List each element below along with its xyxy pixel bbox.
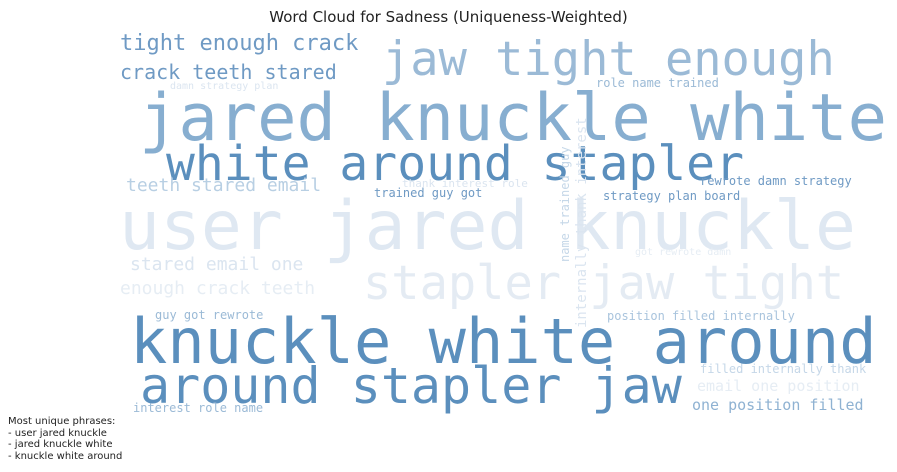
word-jaw-tight-enough: jaw tight enough [382,32,835,87]
unique-phrases-heading: Most unique phrases: [8,416,116,427]
word-role-name-trained: role name trained [596,76,719,90]
word-filled-internally-thank: filled internally thank [700,362,867,376]
word-one-position-filled: one position filled [692,396,864,414]
word-stared-email-one: stared email one [130,254,303,275]
word-knuckle-white-around: knuckle white around [130,305,877,378]
word-email-one-position: email one position [697,377,860,395]
unique-phrases-note: Most unique phrases: - user jared knuckle… [8,416,122,462]
unique-phrase-item: - knuckle white around [8,450,123,462]
word-name-trained-guy: name trained guy [558,146,572,262]
unique-phrase-item: - user jared knuckle [8,427,107,439]
word-crack-teeth-stared: crack teeth stared [120,60,337,84]
word-thank-interest-role: thank interest role [402,177,528,190]
unique-phrase-item: - jared knuckle white [8,439,113,450]
chart-title: Word Cloud for Sadness (Uniqueness-Weigh… [269,8,628,26]
word-got-rewrote-damn: got rewrote damn [635,247,731,258]
word-rewrote-damn-strategy: rewrote damn strategy [700,174,852,188]
word-internally-thank-interest: internally thank interest [574,117,590,328]
word-tight-enough-crack: tight enough crack [120,31,358,56]
word-user-jared-knuckle: user jared knuckle [119,187,856,266]
word-damn-strategy-plan: damn strategy plan [170,81,278,92]
word-stapler-jaw-tight: stapler jaw tight [363,256,844,311]
word-enough-crack-teeth: enough crack teeth [120,278,315,299]
word-jared-knuckle-white: jared knuckle white [139,80,887,156]
word-teeth-stared-email: teeth stared email [126,175,321,196]
word-trained-guy-got: trained guy got [374,186,482,200]
word-strategy-plan-board: strategy plan board [603,189,740,203]
word-around-stapler-jaw: around stapler jaw [140,357,683,415]
word-interest-role-name: interest role name [133,401,263,415]
word-guy-got-rewrote: guy got rewrote [155,308,263,322]
word-position-filled-internally: position filled internally [607,309,795,323]
word-white-around-stapler: white around stapler [166,136,744,192]
